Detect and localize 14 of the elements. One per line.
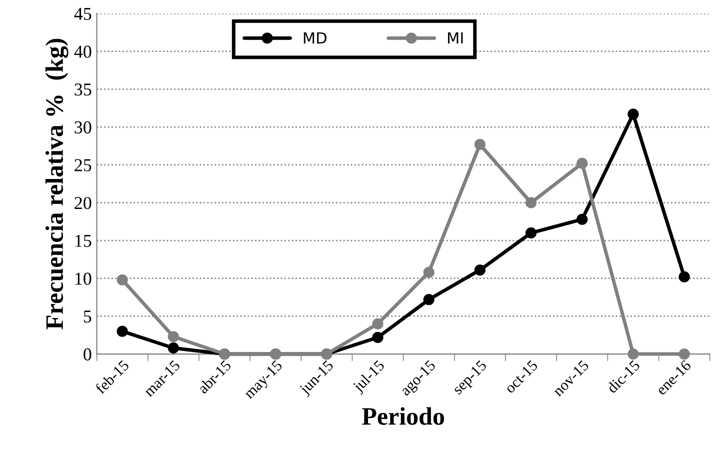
x-axis-title: Periodo (362, 407, 444, 425)
y-tick-label: 30 (74, 121, 92, 134)
legend-label: MD (304, 32, 326, 44)
y-tick-label: 25 (74, 159, 92, 172)
y-tick-label: 10 (75, 272, 92, 285)
y-tick-label: 35 (74, 84, 92, 96)
y-axis-title: Frecuencia relativa % (kg) (45, 38, 68, 330)
y-tick-label: 5 (84, 310, 92, 323)
y-tick-label: 40 (74, 46, 92, 58)
legend-label: MI (448, 32, 463, 44)
y-tick-label: 0 (84, 348, 92, 360)
y-tick-label: 45 (74, 8, 92, 20)
y-tick-label: 15 (75, 234, 92, 247)
y-tick-label: 20 (74, 196, 92, 210)
